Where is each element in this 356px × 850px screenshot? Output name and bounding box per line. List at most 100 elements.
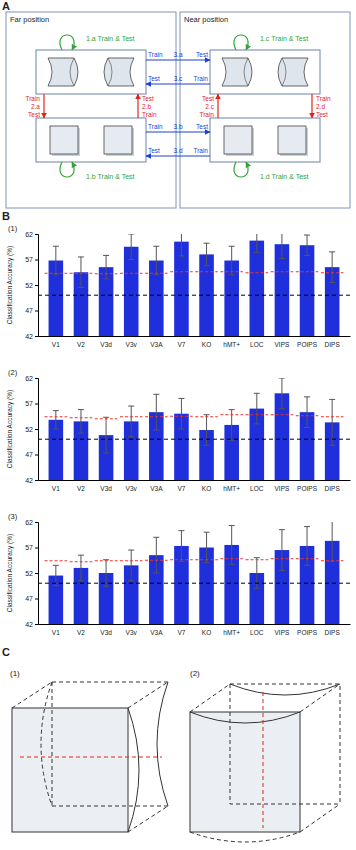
tick: VIPS [275,624,290,636]
error-bar [128,550,134,581]
error-bar-stem [281,378,282,409]
threshold-line [195,559,218,560]
error-bar [329,399,335,445]
threshold-line [271,271,294,272]
error-bar [128,406,134,437]
error-bar-cap [128,580,134,581]
tick-label: V1 [52,341,60,348]
tick-label: 47 [25,595,33,602]
tick-label: DIPS [325,341,341,348]
error-bar-stem [80,410,81,433]
axis-line-red [20,757,162,758]
frame [6,12,176,208]
tick: V3d [100,480,112,492]
error-bar-stem [307,527,308,566]
error-bar-cap [304,565,310,566]
tick-mark [35,480,38,481]
tick-label: VIPS [275,485,290,492]
tick-mark [35,234,38,235]
error-bar-cap [128,406,134,407]
chart-title: (3) [8,512,18,521]
error-bar-stem [332,252,333,283]
error-bar-stem [256,393,257,424]
bar [174,242,189,336]
chance-line [38,583,350,584]
threshold-line [246,414,269,415]
tick-mark [35,404,38,405]
error-bar-cap [304,526,310,527]
error-bar-stem [156,246,157,275]
stimulus-icon [278,58,308,86]
tick: DIPS [325,336,341,348]
shape-face [190,712,300,832]
error-bar-cap [279,408,285,409]
tick: KO [202,624,211,636]
error-bar-cap [103,255,109,256]
tick-label: V1 [52,629,60,636]
error-bar-cap [178,561,184,562]
tick: POIPS [297,336,318,348]
tick: VIPS [275,336,290,348]
arrow-label: 3.b [173,123,182,130]
y-axis: 4247525762 [25,231,38,340]
tick-mark [35,522,38,523]
tick-label: V2 [77,629,85,636]
error-bar-cap [329,445,335,446]
tick-label: VIPS [275,629,290,636]
tick: V3v [126,624,138,636]
tick-label: V3A [150,629,163,636]
y-axis: 4247525762 [25,519,38,628]
error-bar-stem [181,398,182,429]
error-bar-cap [53,585,59,586]
tick: DIPS [325,480,341,492]
error-bar-cap [304,255,310,256]
error-bar-cap [78,256,84,257]
tick-label: 62 [25,375,33,382]
stimulus-icon [104,126,132,154]
threshold-line [145,560,168,561]
error-bar [178,398,184,429]
tick: POIPS [297,480,318,492]
threshold-line [120,416,143,417]
tick: V2 [77,480,85,492]
tick-label: V7 [177,341,185,348]
error-bar-cap [153,394,159,395]
threshold-line [45,560,68,561]
error-bar-cap [128,436,134,437]
error-bar-cap [254,557,260,558]
chart-title: (2) [8,368,18,377]
y-axis: 4247525762 [25,375,38,484]
error-bar [78,257,84,288]
error-bar-cap [128,259,134,260]
error-bar-cap [229,564,235,565]
figure: ABCFar positionNear position1.a Train & … [0,0,356,850]
error-bar-stem [131,550,132,581]
arrow [60,162,74,177]
bar [250,241,265,336]
arrow [217,94,218,118]
error-bar-stem [181,531,182,562]
tick: hMT+ [223,336,240,348]
threshold-line [321,416,344,417]
arrow [234,35,248,50]
arrow-label: Test [148,147,160,154]
error-bar-cap [128,234,134,235]
error-bar-cap [53,410,59,411]
tick: DIPS [325,624,341,636]
arrow-label: Test [196,51,208,58]
tick-mark [35,548,38,549]
frame [180,12,350,208]
error-bar-cap [204,414,210,415]
error-bar-stem [80,257,81,288]
tick-label: V2 [77,341,85,348]
tick-label: hMT+ [223,485,240,492]
tick-label: DIPS [325,485,341,492]
chart: 4247525762V1V2V3dV3vV3AV7KOhMT+LOCVIPSPO… [6,512,351,636]
shape-edge [190,712,300,723]
axis-title: Classification Accuracy (%) [6,246,14,324]
error-bar [254,558,260,589]
error-bar-cap [279,258,285,259]
chance-line [38,439,350,440]
error-bar-stem [55,246,56,275]
tick: 62 [25,375,38,382]
